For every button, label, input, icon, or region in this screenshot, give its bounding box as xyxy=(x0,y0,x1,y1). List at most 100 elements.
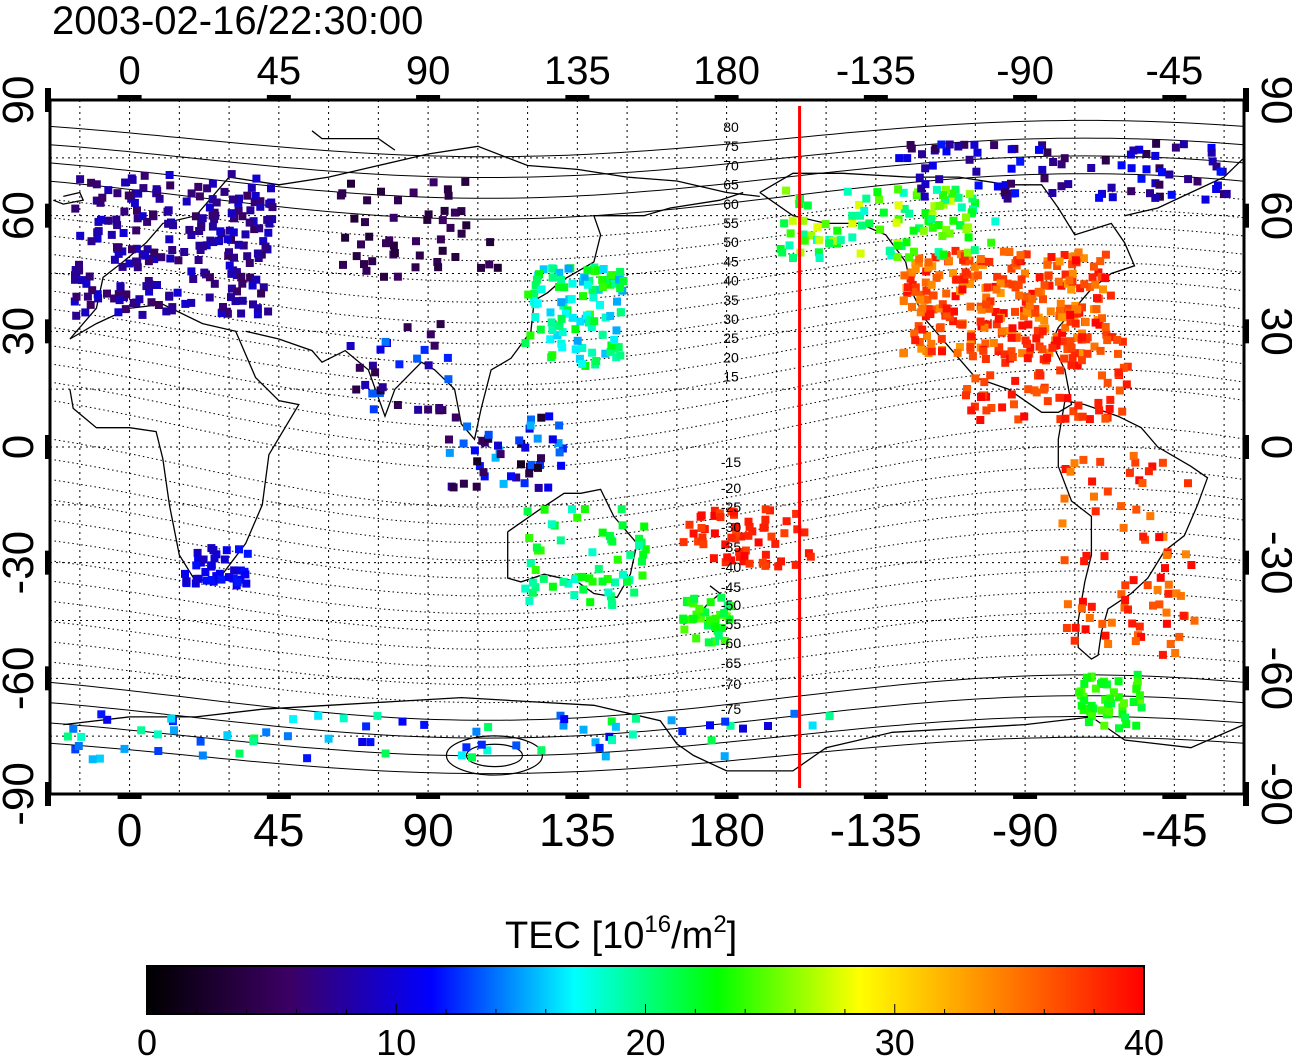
tec-cell xyxy=(970,140,979,149)
tec-cell xyxy=(558,328,567,337)
tec-cell xyxy=(928,161,937,170)
tec-cell xyxy=(253,310,262,319)
tec-cell xyxy=(1121,581,1130,590)
tec-cell xyxy=(917,344,926,353)
mag-contour xyxy=(49,716,1245,757)
tec-cell xyxy=(245,218,254,227)
tec-cell xyxy=(915,254,924,263)
mag-lat-label: -50 xyxy=(721,597,741,613)
tec-cell xyxy=(585,316,594,325)
magnetic-latitude-contours xyxy=(49,119,1245,776)
tec-cell xyxy=(1097,706,1106,715)
tec-cell xyxy=(1119,363,1128,372)
mag-contour xyxy=(49,653,1245,704)
tec-cell xyxy=(1114,693,1123,702)
tec-cell xyxy=(927,347,936,356)
tec-cell xyxy=(362,266,371,275)
tec-cell xyxy=(534,483,543,492)
tec-cell xyxy=(537,413,546,422)
tec-cell xyxy=(215,569,224,578)
tec-cell xyxy=(181,569,189,578)
tec-cell xyxy=(612,353,621,362)
tec-cell xyxy=(165,291,174,300)
tec-cell xyxy=(132,226,141,235)
tec-cell xyxy=(209,546,218,554)
tec-cell xyxy=(951,246,960,255)
tec-cell xyxy=(526,421,535,430)
tec-cell xyxy=(1162,619,1171,628)
tec-cell xyxy=(1117,502,1126,511)
tec-cell xyxy=(639,550,648,559)
tec-cell xyxy=(459,439,468,448)
tec-cell xyxy=(1146,189,1154,198)
tec-cell xyxy=(243,252,252,261)
tec-cell xyxy=(150,255,159,264)
tec-cell xyxy=(1091,684,1100,693)
tec-cell xyxy=(424,405,433,414)
tec-cell xyxy=(996,279,1005,288)
tec-cell xyxy=(848,233,857,242)
tec-cell xyxy=(424,361,433,370)
tec-cell xyxy=(680,625,689,634)
tec-cell xyxy=(612,326,621,335)
tec-cell xyxy=(129,299,138,307)
tec-cell xyxy=(150,248,159,257)
tec-cell xyxy=(555,421,564,430)
tec-cell xyxy=(799,216,808,225)
tec-cell xyxy=(142,282,151,291)
tec-cell xyxy=(544,483,553,492)
tec-cell xyxy=(352,252,361,261)
tec-cell xyxy=(382,239,390,248)
tec-cell xyxy=(486,238,495,247)
tec-cell xyxy=(1053,262,1062,270)
top-tick-bar xyxy=(266,95,291,101)
tec-cell xyxy=(961,268,970,277)
tec-cell xyxy=(555,282,563,291)
tec-cell xyxy=(532,275,541,284)
tec-cell xyxy=(167,714,176,723)
tec-cell xyxy=(604,588,613,597)
top-tick-bar xyxy=(117,95,142,101)
tec-cell xyxy=(254,254,263,262)
tec-cell xyxy=(942,289,951,298)
tec-cell xyxy=(616,308,625,317)
tec-cell xyxy=(790,709,799,718)
colorbar-tick-label: 40 xyxy=(1124,1022,1164,1057)
tec-cell xyxy=(1190,616,1199,625)
tec-cell xyxy=(1113,335,1122,344)
tec-cell xyxy=(598,528,607,537)
tec-cell xyxy=(958,320,967,329)
tec-cell xyxy=(314,711,323,720)
tec-cell xyxy=(594,266,602,275)
tec-cell xyxy=(689,614,698,623)
tec-cell xyxy=(118,247,127,256)
tec-cell xyxy=(1052,336,1061,345)
top-tick-bar xyxy=(565,95,590,101)
tec-cell xyxy=(1040,316,1049,325)
tec-cell xyxy=(445,435,453,444)
tec-cell xyxy=(616,284,625,293)
left-tick-bar xyxy=(45,319,51,344)
tec-cell xyxy=(231,297,240,306)
top-lon-label: 135 xyxy=(544,49,611,93)
mag-lat-label: 50 xyxy=(723,234,739,250)
tec-cell xyxy=(720,636,729,645)
tec-cell xyxy=(93,290,102,299)
tec-cell xyxy=(507,472,515,481)
tec-cell xyxy=(911,336,920,345)
tec-cell xyxy=(1155,192,1164,201)
tec-cell xyxy=(952,275,961,284)
tec-cell xyxy=(586,598,595,607)
tec-cell xyxy=(980,378,989,387)
tec-cell xyxy=(239,241,248,250)
tec-cell xyxy=(1106,291,1115,300)
tec-cell xyxy=(206,236,215,245)
tec-cell xyxy=(194,182,203,191)
tec-cell xyxy=(1063,600,1072,609)
tec-cell xyxy=(808,721,817,730)
tec-cell xyxy=(1101,274,1110,283)
tec-cell xyxy=(760,523,769,532)
tec-cell xyxy=(153,730,162,739)
tec-cell xyxy=(1008,280,1017,289)
tec-cell xyxy=(1184,479,1192,488)
